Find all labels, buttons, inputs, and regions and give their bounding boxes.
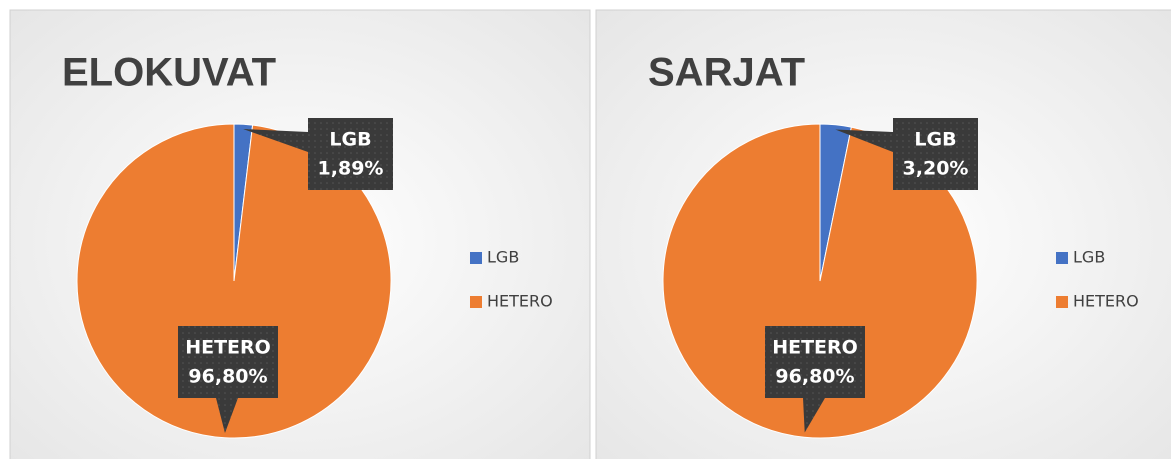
data-label-category: HETERO	[185, 337, 271, 359]
legend-label: HETERO	[1073, 292, 1139, 311]
data-label-category: HETERO	[772, 337, 858, 359]
data-label-value: 96,80%	[775, 366, 854, 388]
callout-pointer	[803, 398, 825, 433]
legend-swatch	[1056, 252, 1068, 264]
data-label-category: LGB	[914, 129, 956, 151]
data-label-value: 96,80%	[188, 366, 267, 388]
callout-box	[178, 326, 278, 398]
chart-title: ELOKUVAT	[62, 51, 276, 95]
callout-box	[893, 118, 978, 190]
chart-title: SARJAT	[648, 51, 805, 95]
callout-pointer	[243, 128, 308, 152]
legend-swatch	[1056, 296, 1068, 308]
legend-label: HETERO	[487, 292, 553, 311]
callout-box	[765, 326, 865, 398]
pie-slice	[76, 123, 392, 439]
pie-slice	[662, 123, 978, 439]
callout-box	[308, 118, 393, 190]
legend-label: LGB	[487, 248, 519, 267]
legend-label: LGB	[1073, 248, 1105, 267]
data-label-value: 1,89%	[318, 158, 384, 180]
data-label-value: 3,20%	[903, 158, 969, 180]
legend-swatch	[470, 296, 482, 308]
callout-pointer	[835, 129, 893, 152]
data-label-category: LGB	[329, 129, 371, 151]
legend-swatch	[470, 252, 482, 264]
callout-pointer	[216, 398, 238, 434]
